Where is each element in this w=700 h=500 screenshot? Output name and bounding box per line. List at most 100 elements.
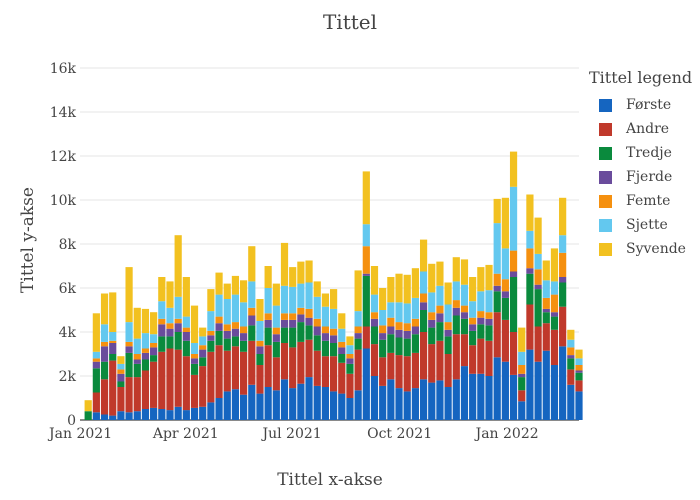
bar-segment (379, 385, 387, 420)
bar-segment (436, 261, 444, 286)
bar-segment (174, 318, 182, 324)
legend-item[interactable]: Femte (589, 189, 692, 213)
bar-segment (518, 390, 526, 402)
bar-segment (133, 359, 141, 364)
bar-segment (117, 369, 125, 374)
bar-segment (477, 267, 485, 292)
bar-segment (141, 352, 150, 360)
legend-item[interactable]: Tredje (589, 141, 692, 165)
bar-segment (321, 326, 330, 334)
bar-segment (133, 363, 141, 378)
bar-segment (542, 308, 550, 313)
bar-segment (526, 268, 534, 274)
bar-segment (362, 348, 370, 420)
bar-segment (559, 235, 567, 253)
y-tick-label: 6k (59, 281, 77, 297)
bar-segment (354, 326, 362, 334)
bar-segment (338, 341, 346, 348)
bar-segment (174, 349, 182, 407)
bar-segment (117, 363, 125, 370)
bar-segment (248, 340, 256, 385)
bar-segment (387, 277, 395, 303)
bar-segment (125, 352, 133, 378)
bar-segment (141, 308, 150, 334)
bar-segment (542, 312, 550, 324)
bar-segment (387, 334, 395, 353)
bar-segment (411, 352, 419, 389)
bar-segment (92, 358, 100, 362)
bar-segment (411, 318, 419, 327)
bar-segment (452, 315, 460, 335)
bar-segment (518, 351, 526, 365)
legend-swatch (599, 98, 612, 112)
bar-segment (264, 327, 272, 346)
bar-segment (133, 411, 141, 420)
bar-segment (575, 372, 583, 381)
bar-segment (354, 270, 362, 312)
bar-segment (272, 341, 280, 358)
bar-segment (207, 340, 215, 352)
legend-item[interactable]: Sjette (589, 213, 692, 237)
bar-segment (329, 328, 338, 336)
bar-segment (133, 338, 141, 354)
bar-segment (264, 387, 272, 420)
bar-segment (338, 328, 346, 342)
bar-segment (395, 302, 403, 323)
bar-segment (256, 354, 264, 365)
bar-segment (109, 360, 117, 416)
bar-segment (133, 377, 141, 412)
bar-segment (452, 307, 460, 316)
x-tick-label: Oct 2021 (367, 426, 432, 442)
bar-segment (346, 363, 354, 374)
bar-segment (387, 326, 395, 335)
legend-item[interactable]: Første (589, 93, 692, 117)
bar-segment (329, 343, 338, 357)
bar-segment (321, 333, 330, 341)
bar-segment (92, 392, 100, 413)
bar-segment (395, 337, 403, 356)
x-axis-title: Tittel x-akse (277, 470, 383, 490)
bar-segment (109, 292, 117, 332)
bar-segment (199, 366, 207, 407)
bar-segment (141, 333, 150, 349)
bar-segment (215, 316, 223, 324)
bar-segment (190, 354, 199, 359)
bar-segment (469, 317, 477, 325)
legend-item[interactable]: Syvende (589, 237, 692, 261)
legend-label: Første (626, 97, 672, 113)
legend-item[interactable]: Fjerde (589, 165, 692, 189)
bar-segment (362, 224, 370, 247)
bar-segment (354, 311, 362, 327)
legend-swatch (599, 242, 612, 256)
bar-segment (550, 294, 559, 313)
bars (84, 151, 583, 420)
bar-segment (354, 390, 362, 420)
bar-segment (272, 283, 280, 306)
bar-segment (100, 324, 109, 342)
chart-title: Tittel (322, 10, 378, 34)
bar-segment (559, 277, 567, 283)
bar-segment (109, 340, 117, 343)
bar-segment (411, 326, 419, 335)
legend-item[interactable]: Andre (589, 117, 692, 141)
bar-segment (150, 343, 158, 348)
bar-segment (92, 368, 100, 393)
bar-segment (92, 361, 100, 369)
bar-segment (403, 356, 411, 392)
bar-segment (100, 293, 109, 325)
bar-segment (411, 268, 419, 298)
bar-segment (395, 388, 403, 420)
bar-segment (444, 322, 452, 330)
bar-segment (321, 387, 330, 420)
bar-segment (469, 345, 477, 374)
bar-segment (469, 330, 477, 346)
bar-segment (477, 311, 485, 318)
bar-segment (501, 319, 509, 362)
bar-segment (477, 317, 485, 325)
bar-segment (117, 373, 125, 382)
y-tick-label: 14k (50, 105, 77, 121)
bar-segment (370, 318, 379, 327)
bar-segment (452, 257, 460, 282)
bar-segment (305, 282, 313, 309)
bar-segment (485, 376, 493, 420)
